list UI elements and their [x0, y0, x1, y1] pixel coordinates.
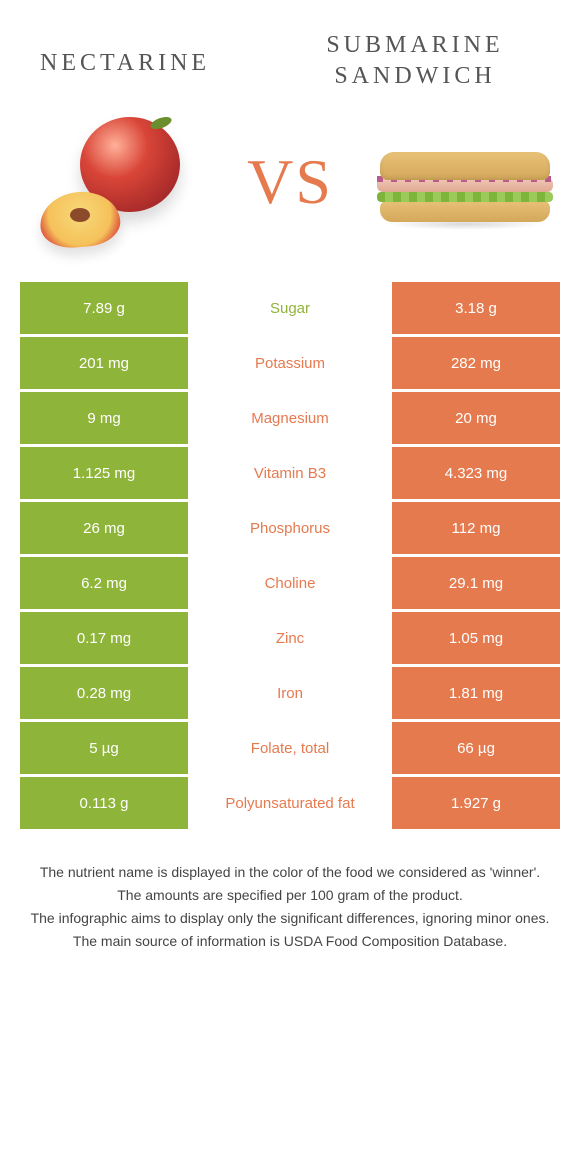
- right-value: 20 mg: [392, 392, 560, 444]
- bread-bottom-icon: [380, 200, 550, 222]
- table-row: 26 mgPhosphorus112 mg: [20, 502, 560, 554]
- sandwich-filling-icon: [377, 176, 553, 202]
- left-value: 26 mg: [20, 502, 188, 554]
- nectarine-image: [30, 112, 200, 252]
- right-value: 1.81 mg: [392, 667, 560, 719]
- food-title-right: Submarine sandwich: [290, 30, 540, 92]
- vs-text: VS: [247, 145, 333, 219]
- footer-line3: The infographic aims to display only the…: [30, 908, 550, 929]
- nutrient-name: Magnesium: [188, 392, 392, 444]
- right-value: 4.323 mg: [392, 447, 560, 499]
- table-row: 201 mgPotassium282 mg: [20, 337, 560, 389]
- right-value: 1.05 mg: [392, 612, 560, 664]
- left-value: 5 µg: [20, 722, 188, 774]
- table-row: 1.125 mgVitamin B34.323 mg: [20, 447, 560, 499]
- image-row: VS: [0, 102, 580, 282]
- table-row: 5 µgFolate, total66 µg: [20, 722, 560, 774]
- right-value: 66 µg: [392, 722, 560, 774]
- title-right-line2: sandwich: [334, 63, 495, 89]
- right-value: 282 mg: [392, 337, 560, 389]
- table-row: 0.28 mgIron1.81 mg: [20, 667, 560, 719]
- nutrient-name: Choline: [188, 557, 392, 609]
- right-value: 3.18 g: [392, 282, 560, 334]
- left-value: 9 mg: [20, 392, 188, 444]
- left-value: 0.113 g: [20, 777, 188, 829]
- bread-top-icon: [380, 152, 550, 180]
- lettuce-icon: [377, 192, 553, 202]
- footer-notes: The nutrient name is displayed in the co…: [0, 832, 580, 952]
- left-value: 7.89 g: [20, 282, 188, 334]
- comparison-table: 7.89 gSugar3.18 g201 mgPotassium282 mg9 …: [0, 282, 580, 829]
- sandwich-image: [380, 112, 550, 252]
- title-right-line1: Submarine: [326, 32, 503, 58]
- right-value: 1.927 g: [392, 777, 560, 829]
- nutrient-name: Sugar: [188, 282, 392, 334]
- footer-line1: The nutrient name is displayed in the co…: [30, 862, 550, 883]
- table-row: 0.17 mgZinc1.05 mg: [20, 612, 560, 664]
- left-value: 0.17 mg: [20, 612, 188, 664]
- nutrient-name: Iron: [188, 667, 392, 719]
- nutrient-name: Vitamin B3: [188, 447, 392, 499]
- header: Nectarine Submarine sandwich: [0, 0, 580, 102]
- footer-line2: The amounts are specified per 100 gram o…: [30, 885, 550, 906]
- footer-line4: The main source of information is USDA F…: [30, 931, 550, 952]
- nutrient-name: Phosphorus: [188, 502, 392, 554]
- nutrient-name: Folate, total: [188, 722, 392, 774]
- left-value: 201 mg: [20, 337, 188, 389]
- table-row: 0.113 gPolyunsaturated fat1.927 g: [20, 777, 560, 829]
- nutrient-name: Polyunsaturated fat: [188, 777, 392, 829]
- left-value: 0.28 mg: [20, 667, 188, 719]
- table-row: 6.2 mgCholine29.1 mg: [20, 557, 560, 609]
- table-row: 9 mgMagnesium20 mg: [20, 392, 560, 444]
- table-row: 7.89 gSugar3.18 g: [20, 282, 560, 334]
- left-value: 6.2 mg: [20, 557, 188, 609]
- nutrient-name: Zinc: [188, 612, 392, 664]
- nutrient-name: Potassium: [188, 337, 392, 389]
- left-value: 1.125 mg: [20, 447, 188, 499]
- right-value: 112 mg: [392, 502, 560, 554]
- food-title-left: Nectarine: [40, 30, 290, 77]
- right-value: 29.1 mg: [392, 557, 560, 609]
